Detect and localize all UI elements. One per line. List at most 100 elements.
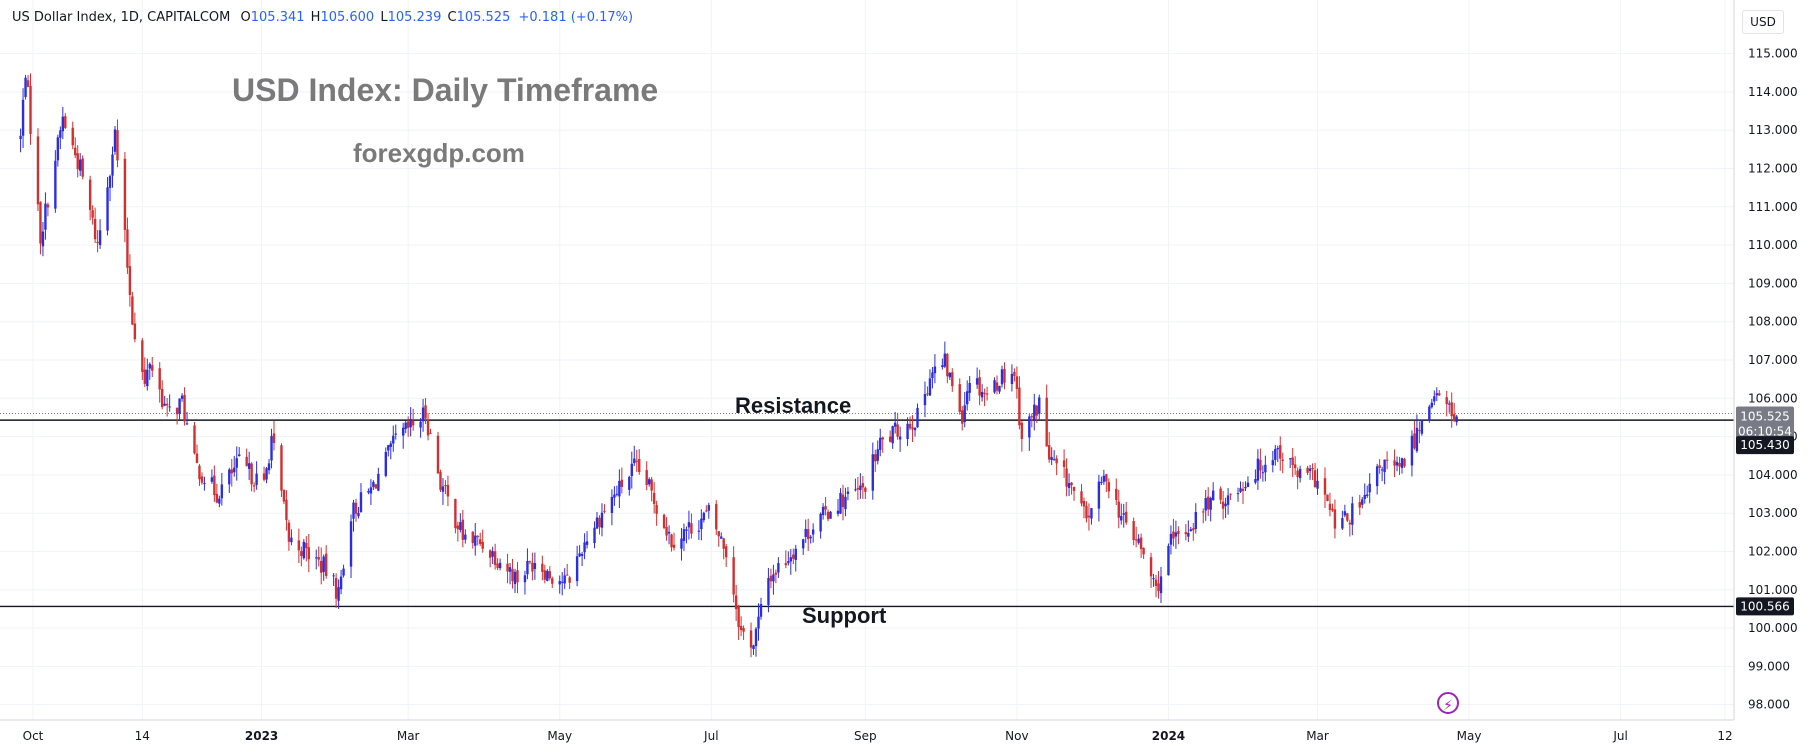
candle-body (1358, 502, 1361, 508)
candle-body (1326, 494, 1329, 502)
candle-body (1167, 545, 1170, 576)
candle-body (655, 504, 658, 514)
candle-body (551, 578, 554, 584)
candle-body (54, 160, 57, 209)
candle-body (342, 568, 345, 576)
candle-body (558, 581, 561, 585)
candle-body (200, 476, 204, 483)
candle-body (821, 506, 825, 516)
candle-body (511, 569, 514, 582)
candle-body (19, 135, 22, 140)
candle-body (1067, 483, 1071, 488)
candle-body (88, 179, 92, 210)
candle-body (1117, 501, 1120, 518)
candle-body (948, 372, 952, 378)
candle-body (1172, 531, 1175, 539)
price-tick-label: 113.000 (1748, 123, 1798, 137)
candle-body (367, 491, 370, 493)
candle-body (1072, 486, 1076, 491)
candle-body (933, 366, 937, 374)
candle-body (802, 539, 805, 549)
candle-body (789, 557, 792, 562)
candle-body (1184, 532, 1188, 535)
candle-body (198, 465, 201, 480)
candle-body (459, 522, 462, 530)
candle-body (1087, 515, 1091, 518)
candle-body (670, 534, 673, 548)
candle-body (21, 99, 25, 136)
candle-body (163, 403, 166, 406)
candle-body (891, 426, 894, 444)
candle-body (419, 421, 422, 428)
price-tick-label: 103.000 (1748, 506, 1798, 520)
candle-body (220, 484, 224, 499)
candle-body (769, 575, 773, 582)
candle-body (1410, 435, 1414, 466)
candle-body (1120, 515, 1123, 521)
candle-body (429, 432, 432, 434)
current-price-badge-bg (1736, 406, 1794, 441)
candle-body (854, 489, 857, 491)
candle-body (737, 606, 740, 628)
symbol-name[interactable]: US Dollar Index, 1D, CAPITALCOM (12, 10, 231, 25)
candle-body (1415, 427, 1419, 452)
candle-body (349, 521, 353, 567)
candle-body (1244, 486, 1247, 489)
candle-body (1279, 445, 1282, 459)
candle-body (687, 522, 691, 528)
candle-body (809, 536, 812, 539)
candle-body (106, 187, 109, 231)
candle-body (598, 517, 601, 528)
candle-body (1351, 503, 1354, 525)
candle-body (24, 77, 27, 97)
candle-body (267, 463, 271, 471)
candle-body (794, 548, 797, 560)
candle-body (93, 218, 97, 240)
candle-body (926, 393, 929, 395)
candle-body (759, 603, 763, 617)
price-tick-label: 108.000 (1748, 315, 1798, 329)
candle-body (966, 391, 969, 405)
candle-body (630, 463, 633, 477)
candle-body (975, 378, 979, 385)
candle-body (1403, 458, 1406, 467)
candle-body (481, 541, 484, 549)
currency-button[interactable]: USD (1742, 10, 1784, 34)
candle-body (305, 542, 308, 549)
candle-body (265, 468, 268, 480)
candle-body (59, 130, 62, 138)
candle-body (720, 536, 723, 539)
candle-body (235, 458, 238, 468)
candle-body (143, 369, 147, 384)
candle-body (1194, 511, 1197, 529)
candle-body (667, 531, 671, 534)
time-tick-label: May (1457, 729, 1482, 743)
candle-body (702, 512, 706, 521)
candle-body (941, 365, 944, 367)
candle-body (754, 628, 758, 647)
candle-body (1174, 532, 1178, 537)
candle-body (493, 551, 497, 565)
close-label: C (447, 10, 457, 25)
candle-body (697, 530, 701, 532)
candle-body (1420, 420, 1424, 434)
time-tick-label: 12 (1717, 729, 1732, 743)
candle-body (1306, 467, 1309, 473)
candle-body (64, 116, 67, 128)
candle-body (29, 85, 32, 134)
candle-body (1221, 501, 1225, 509)
candle-body (841, 494, 845, 508)
candle-body (352, 502, 355, 519)
candle-body (1020, 422, 1024, 440)
candle-body (61, 116, 65, 132)
candle-body (1291, 457, 1294, 466)
lightning-icon[interactable]: ⚡ (1437, 692, 1459, 714)
candle-body (707, 505, 711, 511)
candle-body (946, 353, 949, 377)
candle-body (148, 363, 151, 369)
candle-body (218, 498, 221, 504)
candle-body (1445, 397, 1448, 405)
candle-body (255, 473, 258, 485)
candle-body (439, 471, 442, 490)
